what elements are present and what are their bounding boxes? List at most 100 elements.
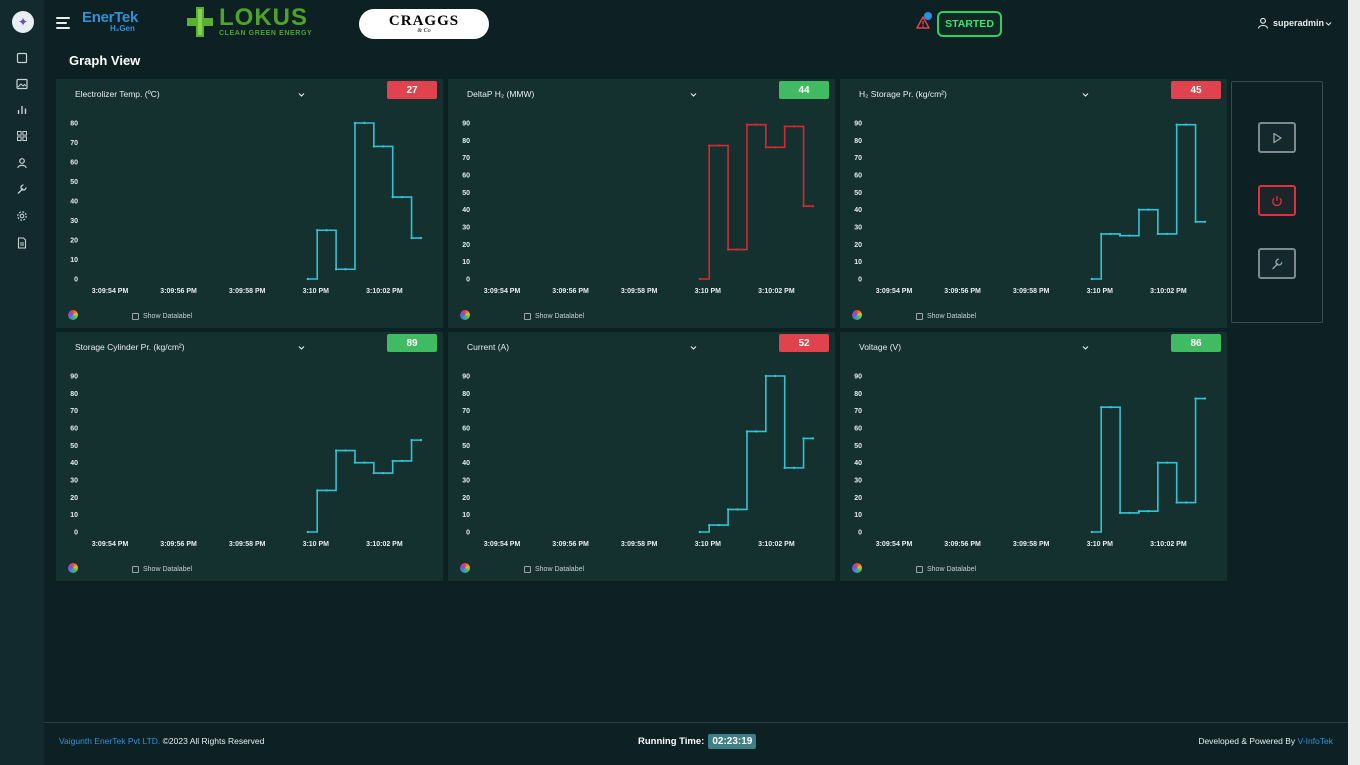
chevron-down-icon[interactable] xyxy=(1082,344,1089,351)
grid-icon[interactable] xyxy=(16,130,28,142)
value-badge: 89 xyxy=(387,334,437,352)
color-wheel-icon[interactable] xyxy=(852,310,862,320)
data-point xyxy=(1147,208,1150,211)
company-link[interactable]: Vaigunth EnerTek Pvt LTD. xyxy=(59,736,161,746)
chevron-down-icon[interactable] xyxy=(298,344,305,351)
y-tick-label: 0 xyxy=(74,277,78,284)
user-menu[interactable]: superadmin xyxy=(1257,17,1336,29)
brand-logo: EnerTek H₂Gen xyxy=(82,9,138,33)
value-badge: 52 xyxy=(779,334,829,352)
data-point xyxy=(353,461,357,464)
data-point xyxy=(717,523,720,527)
y-tick-label: 60 xyxy=(462,426,470,433)
bar-chart-icon[interactable] xyxy=(16,104,28,116)
chevron-down-icon[interactable] xyxy=(690,91,697,98)
color-wheel-icon[interactable] xyxy=(852,563,862,573)
y-tick-label: 70 xyxy=(462,155,470,162)
user-icon[interactable] xyxy=(16,157,28,169)
x-tick-label: 3:10:02 PM xyxy=(366,288,403,295)
checkbox[interactable] xyxy=(916,313,923,320)
show-datalabel-label: Show Datalabel xyxy=(927,566,977,573)
data-point xyxy=(811,205,815,208)
data-point xyxy=(316,489,319,492)
document-icon[interactable] xyxy=(16,237,28,249)
stop-button[interactable] xyxy=(1258,185,1296,216)
color-wheel-icon[interactable] xyxy=(68,310,78,320)
data-point xyxy=(419,236,423,240)
data-point xyxy=(1147,510,1150,513)
data-point xyxy=(334,268,338,271)
checkbox[interactable] xyxy=(132,313,139,320)
y-tick-label: 70 xyxy=(854,408,862,415)
y-tick-label: 50 xyxy=(462,443,470,450)
data-point xyxy=(353,121,357,125)
y-tick-label: 40 xyxy=(462,207,470,214)
data-point xyxy=(783,125,786,128)
data-point xyxy=(1184,501,1188,504)
gear-icon[interactable] xyxy=(16,210,28,222)
color-wheel-icon[interactable] xyxy=(68,563,78,573)
x-tick-label: 3:10 PM xyxy=(303,541,330,548)
y-tick-label: 50 xyxy=(854,443,862,450)
color-wheel-icon[interactable] xyxy=(460,310,470,320)
show-datalabel-toggle[interactable]: Show Datalabel xyxy=(524,313,584,320)
y-tick-label: 40 xyxy=(462,460,470,467)
y-tick-label: 80 xyxy=(70,391,78,398)
data-point xyxy=(306,530,309,534)
graph-panel: Electrolizer Temp. (ºC) 27 0 10 20 30 40 50 60… xyxy=(56,79,443,328)
y-tick-label: 30 xyxy=(462,478,470,485)
x-tick-label: 3:09:58 PM xyxy=(229,541,266,548)
menu-icon[interactable] xyxy=(56,17,70,29)
show-datalabel-toggle[interactable]: Show Datalabel xyxy=(132,566,192,573)
checkbox[interactable] xyxy=(524,566,531,573)
series-line xyxy=(307,122,421,280)
y-tick-label: 10 xyxy=(854,259,862,266)
show-datalabel-toggle[interactable]: Show Datalabel xyxy=(916,313,976,320)
maintenance-button[interactable] xyxy=(1258,248,1296,279)
y-tick-label: 60 xyxy=(854,426,862,433)
y-tick-label: 60 xyxy=(462,173,470,180)
y-tick-label: 10 xyxy=(854,512,862,519)
show-datalabel-toggle[interactable]: Show Datalabel xyxy=(132,313,192,320)
x-tick-label: 3:10:02 PM xyxy=(366,541,403,548)
chevron-down-icon[interactable] xyxy=(690,344,697,351)
alarm-icon[interactable] xyxy=(916,12,932,31)
image-icon[interactable] xyxy=(16,78,28,90)
data-point xyxy=(802,205,805,208)
powered-by-company-link[interactable]: V-InfoTek xyxy=(1297,736,1333,746)
y-tick-label: 10 xyxy=(462,512,470,519)
y-tick-label: 0 xyxy=(466,277,470,284)
x-tick-label: 3:09:54 PM xyxy=(876,541,913,548)
data-point xyxy=(708,523,711,527)
data-point xyxy=(774,146,777,149)
wrench-icon[interactable] xyxy=(16,183,28,195)
data-point xyxy=(1194,397,1197,400)
checkbox[interactable] xyxy=(916,566,923,573)
color-wheel-icon[interactable] xyxy=(460,563,470,573)
panel-title: Current (A) xyxy=(467,342,510,352)
data-point xyxy=(1100,232,1103,236)
panel-title: Storage Cylinder Pr. (kg/cm²) xyxy=(75,342,185,352)
data-point xyxy=(736,508,739,511)
status-started-button[interactable]: STARTED xyxy=(937,11,1002,37)
scrollbar[interactable] xyxy=(1348,0,1360,765)
show-datalabel-toggle[interactable]: Show Datalabel xyxy=(916,566,976,573)
x-tick-label: 3:10:02 PM xyxy=(1150,541,1187,548)
app-logo-icon[interactable]: ✦ xyxy=(12,11,34,33)
start-button[interactable] xyxy=(1258,122,1296,153)
data-point xyxy=(698,277,701,281)
square-icon[interactable] xyxy=(16,52,28,64)
y-tick-label: 20 xyxy=(70,495,78,502)
graph-panel: Storage Cylinder Pr. (kg/cm²) 89 0 10 20 30… xyxy=(56,332,443,581)
data-point xyxy=(419,438,423,442)
data-point xyxy=(1166,232,1169,236)
show-datalabel-toggle[interactable]: Show Datalabel xyxy=(524,566,584,573)
x-tick-label: 3:09:56 PM xyxy=(944,541,981,548)
value-badge: 44 xyxy=(779,81,829,99)
checkbox[interactable] xyxy=(132,566,139,573)
checkbox[interactable] xyxy=(524,313,531,320)
chevron-down-icon[interactable] xyxy=(1082,91,1089,98)
wrench-icon xyxy=(1272,258,1283,269)
chevron-down-icon[interactable] xyxy=(298,91,305,98)
y-tick-label: 10 xyxy=(70,257,78,264)
